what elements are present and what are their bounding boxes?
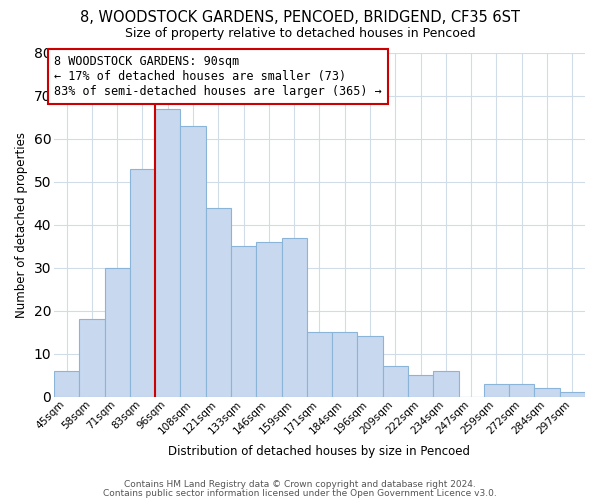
Bar: [383, 366, 408, 396]
Bar: [509, 384, 535, 396]
Bar: [307, 332, 332, 396]
Bar: [535, 388, 560, 396]
Text: Contains public sector information licensed under the Open Government Licence v3: Contains public sector information licen…: [103, 488, 497, 498]
Bar: [130, 169, 155, 396]
Bar: [79, 319, 104, 396]
Text: 8, WOODSTOCK GARDENS, PENCOED, BRIDGEND, CF35 6ST: 8, WOODSTOCK GARDENS, PENCOED, BRIDGEND,…: [80, 10, 520, 25]
Bar: [54, 371, 79, 396]
Text: 8 WOODSTOCK GARDENS: 90sqm
← 17% of detached houses are smaller (73)
83% of semi: 8 WOODSTOCK GARDENS: 90sqm ← 17% of deta…: [54, 55, 382, 98]
Bar: [408, 375, 433, 396]
Bar: [281, 238, 307, 396]
Bar: [484, 384, 509, 396]
X-axis label: Distribution of detached houses by size in Pencoed: Distribution of detached houses by size …: [169, 444, 470, 458]
Bar: [433, 371, 458, 396]
Bar: [231, 246, 256, 396]
Text: Contains HM Land Registry data © Crown copyright and database right 2024.: Contains HM Land Registry data © Crown c…: [124, 480, 476, 489]
Bar: [560, 392, 585, 396]
Bar: [206, 208, 231, 396]
Bar: [358, 336, 383, 396]
Bar: [104, 268, 130, 396]
Bar: [332, 332, 358, 396]
Y-axis label: Number of detached properties: Number of detached properties: [15, 132, 28, 318]
Text: Size of property relative to detached houses in Pencoed: Size of property relative to detached ho…: [125, 28, 475, 40]
Bar: [181, 126, 206, 396]
Bar: [155, 109, 181, 397]
Bar: [256, 242, 281, 396]
